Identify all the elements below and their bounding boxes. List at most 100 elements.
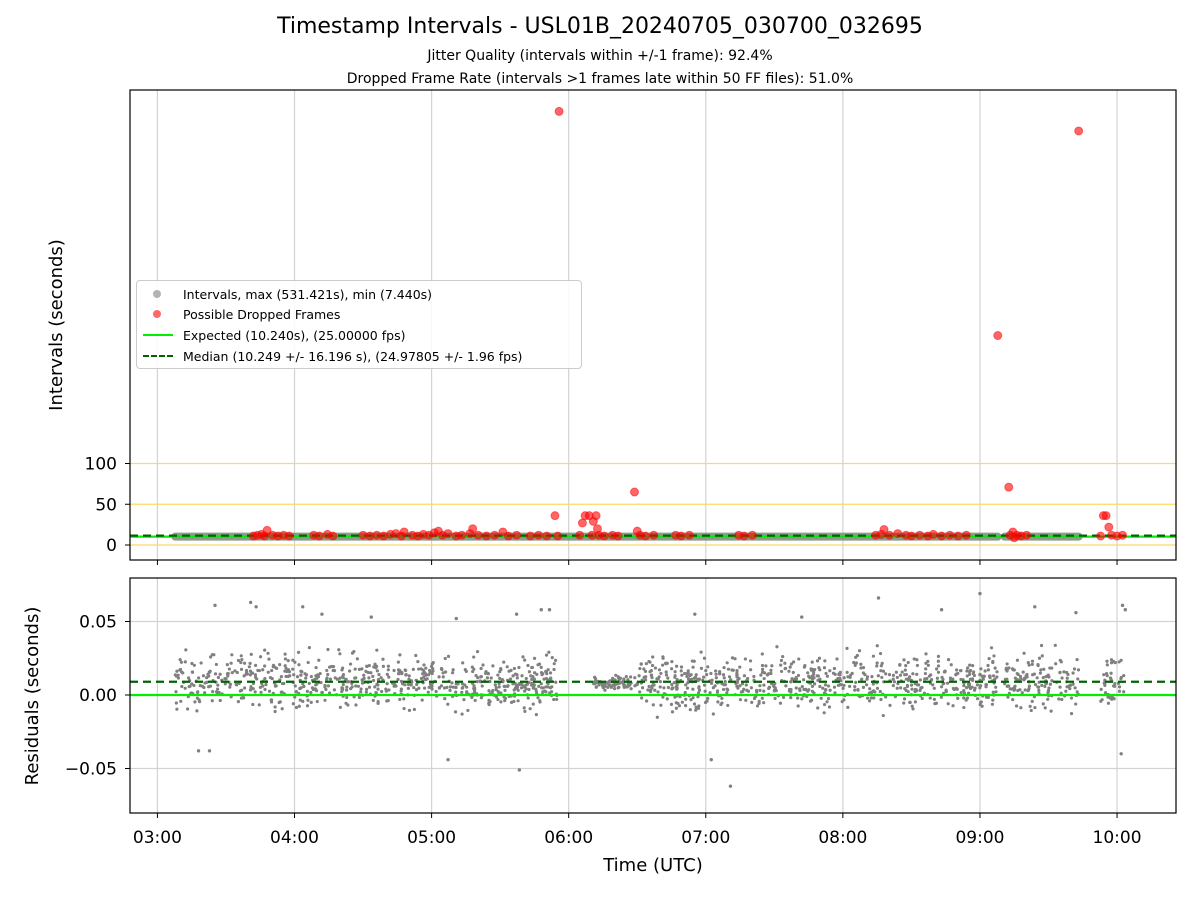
residual-point-215 (283, 652, 287, 656)
residual-point-1390 (951, 677, 955, 681)
residual-outlier-point-8 (547, 608, 552, 612)
residual-point-180 (544, 653, 549, 657)
residual-point-1424 (740, 682, 745, 686)
residual-point-105 (183, 686, 187, 690)
residual-point-78 (293, 695, 297, 699)
residual-point-736 (899, 686, 903, 690)
dropped-frame-point-69 (879, 525, 889, 535)
residual-point-1367 (902, 697, 907, 701)
residual-point-1054 (968, 686, 973, 691)
residual-point-505 (315, 676, 319, 680)
residual-point-396 (489, 676, 493, 680)
residual-point-299 (203, 691, 207, 695)
residual-point-1399 (675, 683, 679, 687)
residual-point-1581 (1037, 656, 1042, 660)
residual-point-373 (472, 667, 476, 671)
residual-point-1444 (962, 688, 966, 693)
residual-point-1386 (670, 687, 674, 691)
residual-point-1295 (968, 677, 973, 681)
residual-point-337 (386, 664, 390, 668)
residual-point-1152 (624, 674, 628, 679)
residual-point-429 (316, 673, 320, 677)
residual-point-298 (550, 685, 554, 689)
bottom-panel-ticks: 03:00 04:00 05:00 06:00 07:00 08:00 09:00 10:00… (65, 613, 1142, 849)
residual-outlier-point-19 (196, 749, 201, 753)
dropped-frame-point-41 (542, 531, 552, 541)
residual-point-21 (266, 670, 270, 674)
residual-point-305 (291, 658, 295, 662)
residual-point-479 (437, 675, 441, 679)
residual-point-1201 (968, 663, 972, 667)
residual-point-261 (317, 658, 321, 662)
residual-point-1566 (1033, 706, 1037, 710)
residual-point-1486 (683, 671, 687, 676)
residual-point-1608 (1020, 691, 1024, 695)
residual-point-194 (251, 687, 255, 691)
residual-point-1337 (812, 672, 816, 676)
residual-point-46 (291, 667, 295, 671)
dropped-frame-point-42 (550, 511, 560, 521)
residual-point-776 (872, 696, 876, 700)
residual-point-1216 (951, 704, 955, 708)
residual-point-1244 (836, 676, 840, 681)
dropped-frame-point-43 (553, 531, 563, 541)
residual-point-328 (422, 686, 427, 690)
dropped-frame-point-71 (893, 529, 903, 539)
residual-point-1249 (647, 659, 651, 664)
residual-point-468 (176, 676, 181, 680)
residual-point-918 (853, 685, 857, 689)
residual-point-255 (253, 690, 257, 694)
residual-point-694 (384, 687, 388, 691)
residual-point-1635 (1117, 685, 1122, 689)
residual-point-1208 (990, 702, 995, 706)
dropped-frame-point-33 (473, 530, 483, 540)
residual-point-962 (702, 656, 707, 660)
residual-point-1361 (789, 690, 793, 694)
residual-point-496 (387, 675, 391, 679)
residual-point-366 (480, 684, 484, 688)
residual-point-683 (546, 685, 550, 689)
residual-outlier-point-6 (514, 612, 519, 616)
residual-point-681 (239, 654, 243, 658)
residual-point-90 (228, 685, 232, 689)
residual-point-1113 (965, 666, 970, 670)
residual-point-847 (640, 696, 644, 700)
residual-outlier-point-17 (1120, 603, 1125, 608)
residual-point-752 (975, 697, 980, 701)
residual-point-1618 (1035, 676, 1039, 680)
residual-point-216 (284, 666, 288, 670)
residual-point-1459 (853, 688, 857, 692)
residual-point-1648 (1106, 701, 1111, 705)
x-tick-label-0: 03:00 (133, 828, 182, 848)
residual-point-44 (239, 660, 243, 665)
residual-point-1167 (706, 665, 710, 669)
residual-point-294 (175, 707, 179, 711)
residual-point-487 (257, 668, 261, 673)
residual-point-568 (534, 687, 538, 691)
residual-point-1589 (1069, 711, 1074, 716)
residual-point-471 (367, 663, 371, 668)
residual-point-482 (523, 689, 527, 693)
residual-point-368 (417, 667, 421, 671)
residual-point-613 (195, 696, 199, 700)
residual-point-1596 (1014, 704, 1019, 708)
residual-point-324 (531, 686, 535, 690)
chart-subtitle-dropped: Dropped Frame Rate (intervals >1 frames … (346, 71, 854, 87)
residual-point-1043 (818, 677, 822, 681)
residual-point-717 (293, 684, 297, 688)
residual-point-1426 (968, 668, 973, 673)
residual-point-1271 (888, 703, 892, 707)
residual-point-1625 (1013, 676, 1017, 680)
residual-point-1181 (648, 670, 652, 674)
residual-point-570 (454, 685, 458, 690)
residual-point-1467 (936, 654, 941, 658)
residual-point-1135 (991, 674, 996, 678)
residual-point-226 (211, 690, 215, 694)
residual-point-637 (531, 702, 535, 706)
residual-point-1600 (1026, 661, 1030, 665)
residual-point-1605 (1030, 662, 1034, 666)
residual-point-394 (332, 669, 337, 673)
x-tick-label-2: 05:00 (407, 828, 456, 848)
residual-point-842 (911, 707, 915, 711)
dropped-frame-point-65 (739, 531, 749, 541)
